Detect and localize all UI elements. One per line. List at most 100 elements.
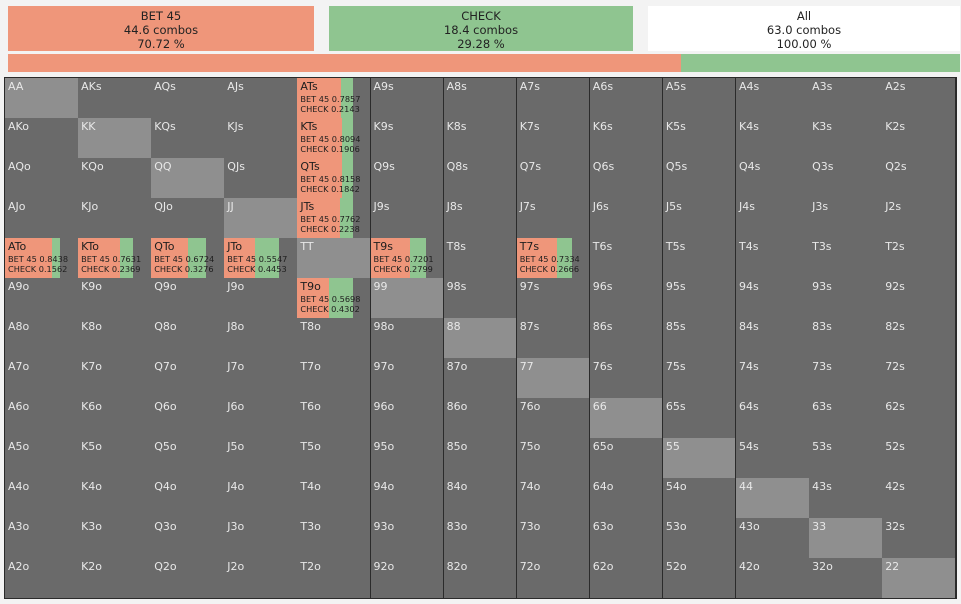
hand-cell-92s[interactable]: 92s [882, 278, 956, 319]
hand-cell-97o[interactable]: 97o [370, 358, 445, 399]
hand-cell-52s[interactable]: 52s [882, 438, 956, 479]
hand-cell-A4o[interactable]: A4o [5, 478, 79, 519]
hand-cell-T3s[interactable]: T3s [809, 238, 883, 279]
hand-cell-94o[interactable]: 94o [370, 478, 445, 519]
hand-cell-86o[interactable]: 86o [443, 398, 518, 439]
hand-cell-T5s[interactable]: T5s [662, 238, 737, 279]
hand-cell-32o[interactable]: 32o [809, 558, 883, 599]
hand-cell-J9o[interactable]: J9o [224, 278, 298, 319]
hand-cell-A8o[interactable]: A8o [5, 318, 79, 359]
hand-cell-AKo[interactable]: AKo [5, 118, 79, 159]
hand-cell-63s[interactable]: 63s [809, 398, 883, 439]
hand-cell-22[interactable]: 22 [882, 558, 956, 599]
hand-cell-43s[interactable]: 43s [809, 478, 883, 519]
summary-card-check[interactable]: CHECK 18.4 combos 29.28 % [329, 6, 633, 51]
hand-cell-QTo[interactable]: QTo BET 45 0.6724 CHECK 0.3276 [151, 238, 225, 279]
hand-cell-A3s[interactable]: A3s [809, 78, 883, 119]
hand-cell-32s[interactable]: 32s [882, 518, 956, 559]
summary-card-bet-45[interactable]: BET 45 44.6 combos 70.72 % [8, 6, 314, 51]
hand-cell-JTo[interactable]: JTo BET 45 0.5547 CHECK 0.4453 [224, 238, 298, 279]
hand-cell-A2o[interactable]: A2o [5, 558, 79, 599]
hand-cell-T4o[interactable]: T4o [297, 478, 371, 519]
hand-cell-KK[interactable]: KK [78, 118, 152, 159]
hand-cell-KTs[interactable]: KTs BET 45 0.8094 CHECK 0.1906 [297, 118, 371, 159]
hand-cell-KJs[interactable]: KJs [224, 118, 298, 159]
hand-cell-T2o[interactable]: T2o [297, 558, 371, 599]
hand-cell-84o[interactable]: 84o [443, 478, 518, 519]
hand-cell-Q2s[interactable]: Q2s [882, 158, 956, 199]
hand-cell-Q5s[interactable]: Q5s [662, 158, 737, 199]
hand-cell-T6s[interactable]: T6s [589, 238, 664, 279]
hand-cell-54o[interactable]: 54o [662, 478, 737, 519]
hand-cell-AJs[interactable]: AJs [224, 78, 298, 119]
hand-cell-65o[interactable]: 65o [589, 438, 664, 479]
hand-cell-83s[interactable]: 83s [809, 318, 883, 359]
hand-cell-87s[interactable]: 87s [516, 318, 591, 359]
hand-cell-83o[interactable]: 83o [443, 518, 518, 559]
hand-cell-85s[interactable]: 85s [662, 318, 737, 359]
hand-cell-42o[interactable]: 42o [736, 558, 810, 599]
hand-cell-JJ[interactable]: JJ [224, 198, 298, 239]
hand-cell-T5o[interactable]: T5o [297, 438, 371, 479]
hand-cell-J6o[interactable]: J6o [224, 398, 298, 439]
hand-cell-QJo[interactable]: QJo [151, 198, 225, 239]
hand-cell-73s[interactable]: 73s [809, 358, 883, 399]
hand-cell-K3o[interactable]: K3o [78, 518, 152, 559]
hand-cell-K5o[interactable]: K5o [78, 438, 152, 479]
hand-cell-A2s[interactable]: A2s [882, 78, 956, 119]
hand-cell-JTs[interactable]: JTs BET 45 0.7762 CHECK 0.2238 [297, 198, 371, 239]
hand-cell-Q4o[interactable]: Q4o [151, 478, 225, 519]
hand-cell-64s[interactable]: 64s [736, 398, 810, 439]
hand-cell-J5s[interactable]: J5s [662, 198, 737, 239]
hand-cell-AQs[interactable]: AQs [151, 78, 225, 119]
hand-cell-93s[interactable]: 93s [809, 278, 883, 319]
hand-cell-Q4s[interactable]: Q4s [736, 158, 810, 199]
hand-cell-T2s[interactable]: T2s [882, 238, 956, 279]
hand-cell-K9s[interactable]: K9s [370, 118, 445, 159]
hand-cell-KQs[interactable]: KQs [151, 118, 225, 159]
hand-cell-Q2o[interactable]: Q2o [151, 558, 225, 599]
hand-cell-AA[interactable]: AA [5, 78, 79, 119]
hand-cell-53o[interactable]: 53o [662, 518, 737, 559]
hand-cell-92o[interactable]: 92o [370, 558, 445, 599]
hand-cell-A5s[interactable]: A5s [662, 78, 737, 119]
hand-cell-82o[interactable]: 82o [443, 558, 518, 599]
hand-cell-66[interactable]: 66 [589, 398, 664, 439]
hand-cell-64o[interactable]: 64o [589, 478, 664, 519]
hand-cell-T9s[interactable]: T9s BET 45 0.7201 CHECK 0.2799 [370, 238, 445, 279]
hand-cell-K2s[interactable]: K2s [882, 118, 956, 159]
hand-cell-87o[interactable]: 87o [443, 358, 518, 399]
hand-cell-93o[interactable]: 93o [370, 518, 445, 559]
hand-cell-62o[interactable]: 62o [589, 558, 664, 599]
hand-cell-43o[interactable]: 43o [736, 518, 810, 559]
hand-cell-J7o[interactable]: J7o [224, 358, 298, 399]
hand-cell-K3s[interactable]: K3s [809, 118, 883, 159]
hand-cell-T4s[interactable]: T4s [736, 238, 810, 279]
hand-cell-77[interactable]: 77 [516, 358, 591, 399]
hand-cell-44[interactable]: 44 [736, 478, 810, 519]
hand-cell-K7o[interactable]: K7o [78, 358, 152, 399]
hand-cell-94s[interactable]: 94s [736, 278, 810, 319]
hand-cell-Q8s[interactable]: Q8s [443, 158, 518, 199]
hand-cell-T7s[interactable]: T7s BET 45 0.7334 CHECK 0.2666 [516, 238, 591, 279]
hand-cell-42s[interactable]: 42s [882, 478, 956, 519]
hand-cell-Q3o[interactable]: Q3o [151, 518, 225, 559]
hand-cell-A6o[interactable]: A6o [5, 398, 79, 439]
hand-cell-QQ[interactable]: QQ [151, 158, 225, 199]
hand-cell-A9s[interactable]: A9s [370, 78, 445, 119]
hand-cell-Q6s[interactable]: Q6s [589, 158, 664, 199]
hand-cell-Q9o[interactable]: Q9o [151, 278, 225, 319]
hand-cell-T3o[interactable]: T3o [297, 518, 371, 559]
hand-cell-84s[interactable]: 84s [736, 318, 810, 359]
hand-cell-A7s[interactable]: A7s [516, 78, 591, 119]
hand-cell-KQo[interactable]: KQo [78, 158, 152, 199]
hand-cell-K6o[interactable]: K6o [78, 398, 152, 439]
hand-cell-Q3s[interactable]: Q3s [809, 158, 883, 199]
hand-cell-A3o[interactable]: A3o [5, 518, 79, 559]
hand-cell-54s[interactable]: 54s [736, 438, 810, 479]
hand-cell-T6o[interactable]: T6o [297, 398, 371, 439]
hand-cell-T8o[interactable]: T8o [297, 318, 371, 359]
hand-cell-63o[interactable]: 63o [589, 518, 664, 559]
hand-cell-95o[interactable]: 95o [370, 438, 445, 479]
hand-cell-86s[interactable]: 86s [589, 318, 664, 359]
